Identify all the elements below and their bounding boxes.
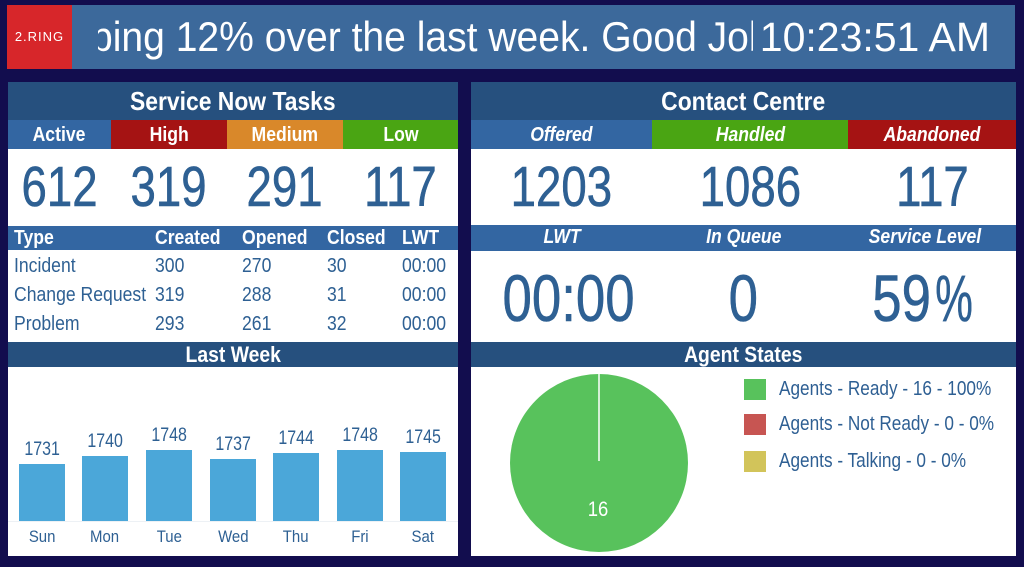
svg-text:16: 16 [588, 498, 609, 521]
